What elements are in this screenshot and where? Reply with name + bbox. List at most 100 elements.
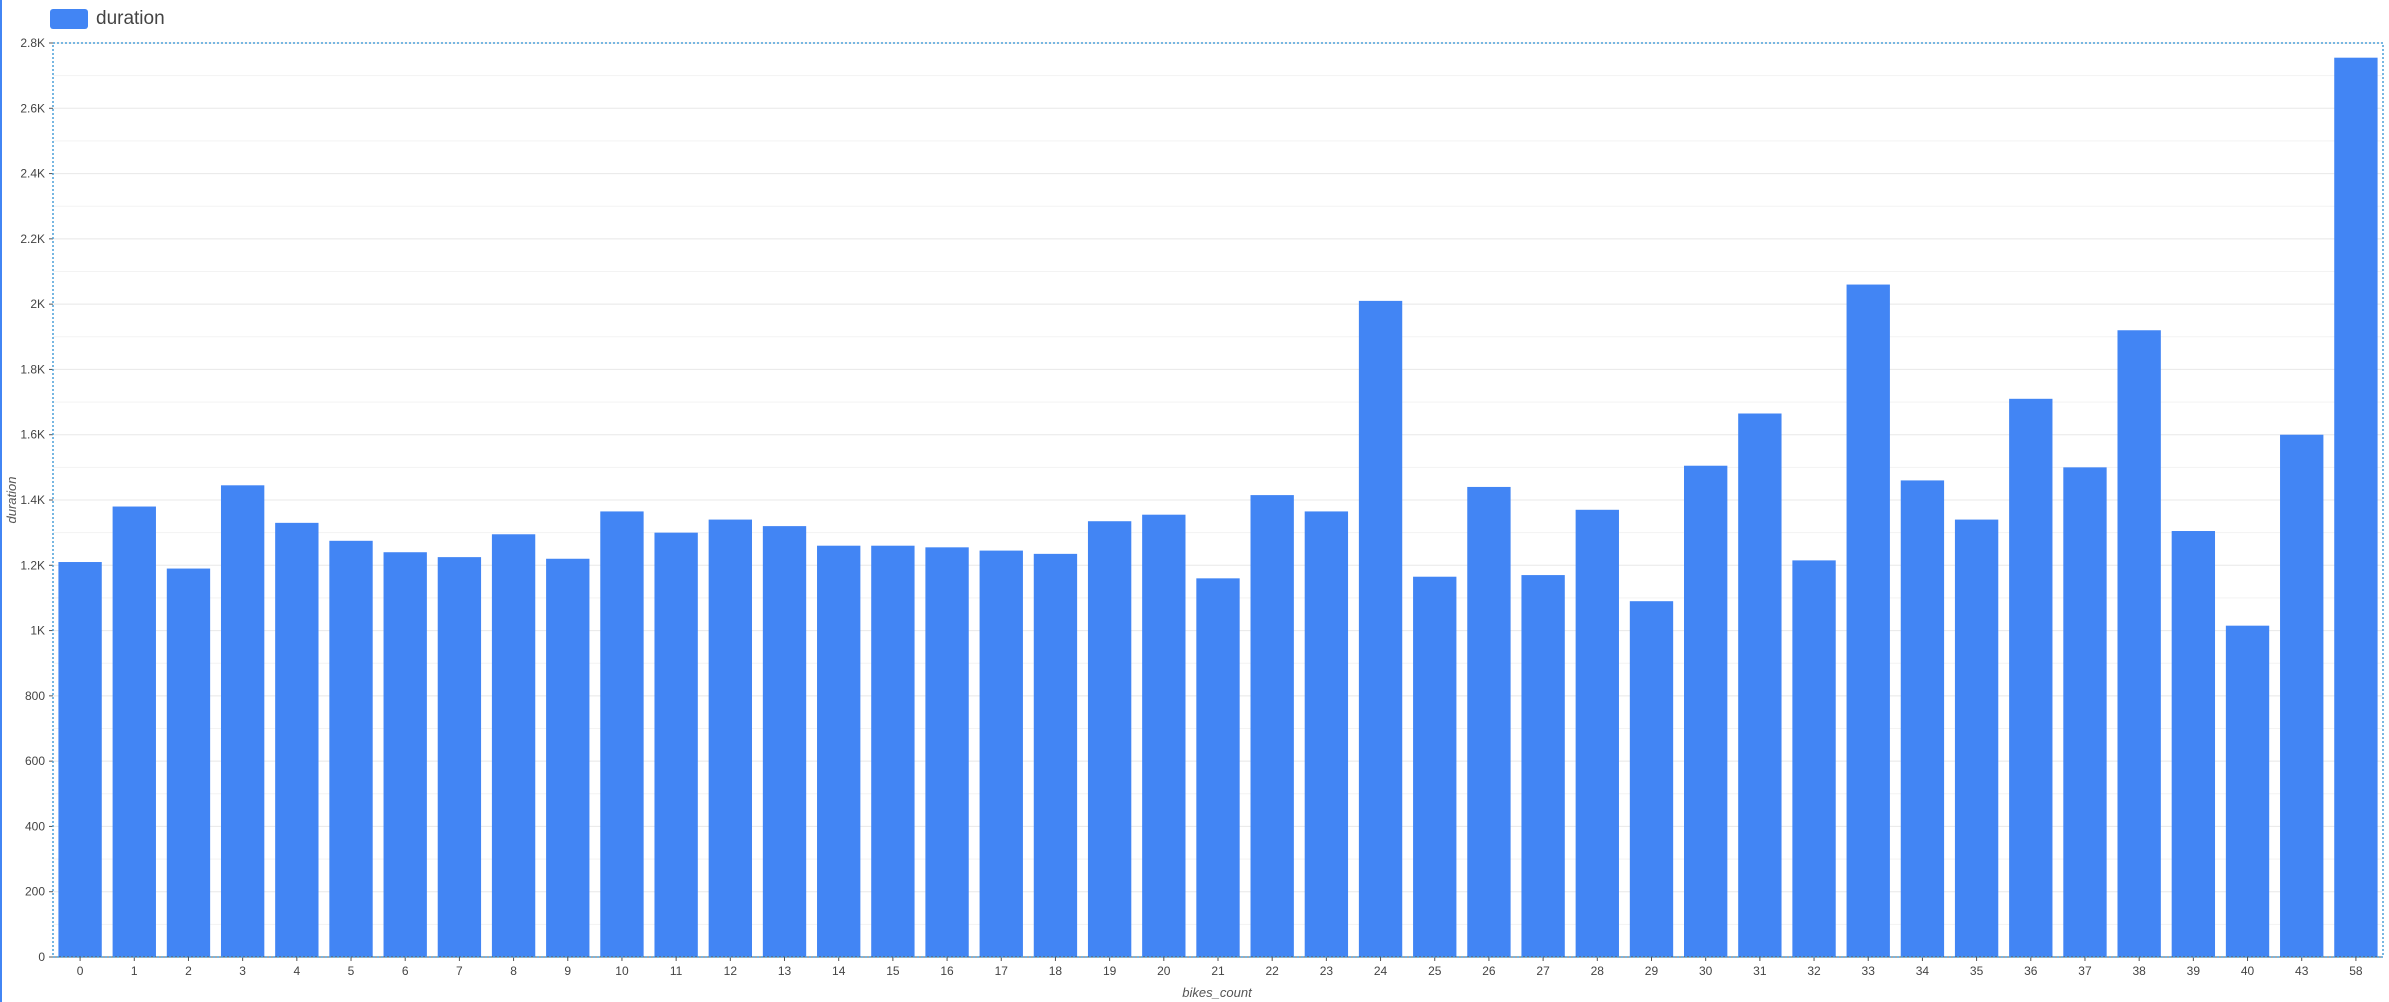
bar-19[interactable] <box>1087 521 1132 957</box>
bar-38[interactable] <box>2117 330 2161 957</box>
bar-22[interactable] <box>1250 495 1294 957</box>
bar-37[interactable] <box>2063 467 2107 957</box>
y-tick-label: 1.4K <box>20 493 45 507</box>
x-tick-label: 12 <box>724 964 738 978</box>
bar-29[interactable] <box>1629 601 1674 957</box>
legend-swatch <box>50 9 88 29</box>
bar-32[interactable] <box>1792 560 1836 957</box>
y-tick-label: 1.2K <box>20 558 45 572</box>
bar-11[interactable] <box>654 532 698 957</box>
bar-25[interactable] <box>1413 576 1457 957</box>
x-tick-label: 13 <box>778 964 792 978</box>
y-tick-label: 800 <box>25 689 45 703</box>
bar-40[interactable] <box>2225 625 2270 957</box>
bar-13[interactable] <box>762 526 807 957</box>
bar-9[interactable] <box>546 558 590 957</box>
bar-27[interactable] <box>1521 575 1565 957</box>
bar-17[interactable] <box>979 550 1023 957</box>
x-tick-label: 3 <box>239 964 246 978</box>
bar-20[interactable] <box>1142 514 1186 957</box>
x-tick-label: 16 <box>940 964 954 978</box>
x-tick-label: 11 <box>670 964 683 978</box>
y-tick-label: 2.8K <box>20 36 45 50</box>
bar-1[interactable] <box>112 506 156 957</box>
x-tick-label: 31 <box>1753 964 1767 978</box>
bar-3[interactable] <box>220 485 265 957</box>
x-tick-label: 24 <box>1374 964 1388 978</box>
y-tick-label: 2.6K <box>20 101 45 115</box>
x-tick-label: 32 <box>1807 964 1821 978</box>
x-tick-label: 43 <box>2295 964 2309 978</box>
bar-36[interactable] <box>2009 398 2053 957</box>
y-tick-label: 0 <box>38 950 45 964</box>
y-tick-label: 2.2K <box>20 232 45 246</box>
y-tick-label: 1K <box>30 624 45 638</box>
x-tick-label: 10 <box>615 964 629 978</box>
y-tick-label: 600 <box>25 754 45 768</box>
x-tick-label: 14 <box>832 964 846 978</box>
x-tick-label: 34 <box>1916 964 1930 978</box>
y-tick-label: 2.4K <box>20 167 45 181</box>
x-tick-label: 20 <box>1157 964 1171 978</box>
x-tick-label: 1 <box>131 964 138 978</box>
x-tick-label: 6 <box>402 964 409 978</box>
x-tick-label: 29 <box>1645 964 1659 978</box>
bar-26[interactable] <box>1467 486 1511 957</box>
legend-label: duration <box>96 8 165 29</box>
bar-12[interactable] <box>708 519 752 957</box>
y-tick-label: 400 <box>25 819 45 833</box>
x-tick-label: 58 <box>2349 964 2363 978</box>
legend[interactable]: duration <box>50 8 165 30</box>
x-tick-label: 5 <box>348 964 355 978</box>
bar-10[interactable] <box>600 511 644 957</box>
bar-33[interactable] <box>1846 284 1890 957</box>
x-tick-label: 38 <box>2132 964 2146 978</box>
x-tick-label: 9 <box>564 964 571 978</box>
bar-14[interactable] <box>817 545 861 957</box>
x-tick-label: 17 <box>995 964 1009 978</box>
bar-18[interactable] <box>1033 553 1078 957</box>
panel-left-border <box>0 0 2 1002</box>
bar-43[interactable] <box>2280 434 2324 957</box>
x-tick-label: 4 <box>293 964 300 978</box>
bar-7[interactable] <box>437 557 482 957</box>
bar-28[interactable] <box>1575 509 1619 957</box>
x-axis: 0 1 2 3 4 5 6 7 8 9 10 11 12 13 14 15 16 17 18 19 20 21 22 23 24… <box>53 956 2383 978</box>
x-tick-label: 28 <box>1591 964 1605 978</box>
bar-34[interactable] <box>1900 480 1945 957</box>
y-tick-label: 1.6K <box>20 428 45 442</box>
bar-16[interactable] <box>925 547 969 957</box>
bars <box>58 57 2378 958</box>
x-tick-label: 8 <box>510 964 517 978</box>
y-tick-label: 2K <box>30 297 45 311</box>
bar-35[interactable] <box>1954 519 1999 957</box>
bar-0[interactable] <box>58 562 102 957</box>
bar-4[interactable] <box>275 522 319 957</box>
x-tick-label: 33 <box>1862 964 1876 978</box>
x-tick-label: 7 <box>456 964 463 978</box>
bar-24[interactable] <box>1358 300 1403 958</box>
x-tick-label: 25 <box>1428 964 1442 978</box>
bar-31[interactable] <box>1738 413 1782 957</box>
bar-6[interactable] <box>383 552 427 957</box>
bar-39[interactable] <box>2171 531 2216 957</box>
y-axis-label: duration <box>4 477 19 524</box>
x-tick-label: 40 <box>2241 964 2255 978</box>
x-tick-label: 19 <box>1103 964 1117 978</box>
bar-8[interactable] <box>491 534 536 957</box>
bar-23[interactable] <box>1304 511 1349 957</box>
bar-2[interactable] <box>166 568 211 957</box>
plot-frame <box>52 42 2384 958</box>
x-tick-label: 27 <box>1536 964 1550 978</box>
y-tick-label: 1.8K <box>20 362 45 376</box>
bar-21[interactable] <box>1196 578 1240 957</box>
bar-58[interactable] <box>2334 57 2378 958</box>
bar-5[interactable] <box>329 540 373 957</box>
bar-30[interactable] <box>1684 465 1728 957</box>
bar-15[interactable] <box>871 545 915 957</box>
x-tick-label: 36 <box>2024 964 2038 978</box>
y-tick-label: 200 <box>25 885 45 899</box>
y-axis: 0 200 400 600 800 1K 1.2K 1.4K 1.6K 1.8K 2K 2.2K 2.4… <box>20 36 53 964</box>
